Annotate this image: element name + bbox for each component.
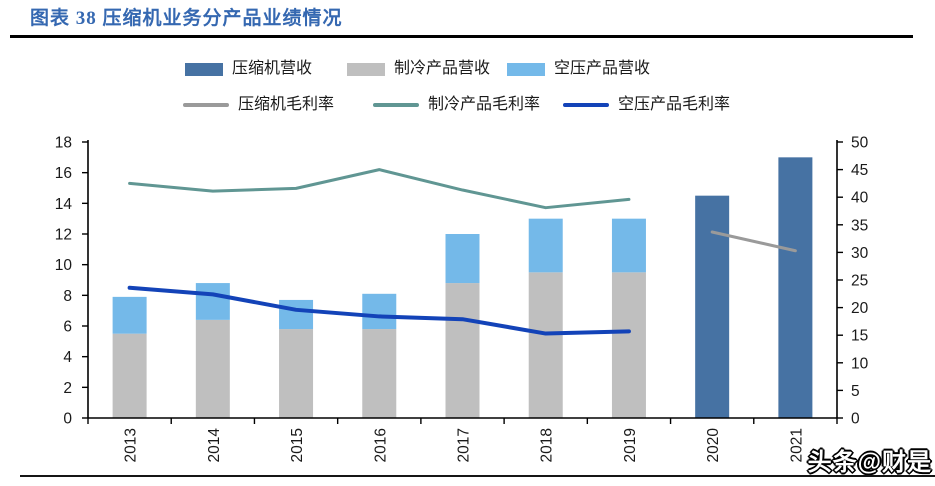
bottom-border-line	[20, 475, 935, 477]
right-axis-tick-label: 50	[851, 135, 869, 152]
x-axis-category-label: 2015	[289, 428, 306, 462]
bar-segment	[195, 283, 230, 320]
x-axis-category-label: 2013	[123, 428, 140, 462]
bar-segment	[611, 218, 646, 273]
bar-segment	[611, 272, 646, 418]
legend-bar-swatch	[507, 62, 545, 76]
right-axis-tick-label: 40	[851, 190, 869, 207]
margin-line	[127, 285, 631, 336]
chart-title: 图表 38 压缩机业务分产品业绩情况	[30, 8, 343, 29]
bar-segment	[279, 329, 314, 418]
x-axis-category-label: 2016	[372, 428, 389, 462]
left-axis-tick-label: 12	[55, 227, 72, 244]
watermark: 头条@财是	[807, 449, 932, 476]
left-axis-tick-label: 10	[55, 257, 73, 274]
right-axis-tick-label: 0	[851, 411, 860, 428]
left-axis-tick-label: 2	[63, 380, 72, 397]
legend-bar-swatch	[185, 62, 223, 76]
right-axis-tick-label: 35	[851, 217, 868, 234]
left-axis-tick-label: 16	[55, 165, 72, 182]
bar-segment	[445, 283, 480, 418]
x-axis-category-label: 2021	[788, 428, 805, 462]
legend-bar-swatch	[347, 62, 385, 76]
x-axis-category-label: 2018	[539, 428, 556, 462]
bar-segment	[695, 195, 730, 418]
right-axis-tick-label: 45	[851, 162, 868, 179]
x-axis-category-label: 2019	[622, 428, 639, 462]
margin-line	[128, 168, 631, 210]
bar-segment	[362, 329, 397, 418]
bar-segment	[528, 272, 563, 418]
bar-segment	[778, 157, 813, 419]
bar-segment	[112, 296, 147, 334]
right-axis-tick-label: 5	[851, 383, 860, 400]
margin-line	[710, 230, 797, 253]
left-axis-tick-label: 8	[63, 288, 72, 305]
x-axis-category-label: 2014	[206, 428, 223, 463]
x-axis-category-label: 2020	[705, 428, 722, 463]
bar-segment	[279, 299, 314, 330]
bar-segment	[195, 319, 230, 418]
bar-segment	[528, 218, 563, 273]
right-axis-tick-label: 10	[851, 355, 869, 372]
left-axis-tick-label: 4	[63, 349, 72, 366]
bar-segment	[362, 293, 397, 330]
right-axis-tick-label: 25	[851, 273, 868, 290]
legend-label: 压缩机毛利率	[238, 96, 335, 113]
title-underline	[10, 35, 913, 38]
legend-item: 压缩机毛利率	[183, 97, 334, 113]
x-axis-category-label: 2017	[456, 428, 473, 462]
legend-item: 空压产品毛利率	[563, 97, 730, 113]
legend-item: 制冷产品营收	[347, 61, 490, 77]
legend-line-swatch	[563, 103, 609, 107]
bar-segment	[112, 333, 147, 418]
legend-item: 压缩机营收	[185, 61, 312, 77]
right-axis-tick-label: 15	[851, 328, 868, 345]
legend-label: 制冷产品毛利率	[428, 96, 541, 113]
left-axis-tick-label: 6	[63, 319, 72, 336]
bar-segment	[445, 234, 480, 284]
right-axis-tick-label: 30	[851, 245, 869, 262]
left-axis-tick-label: 14	[55, 196, 73, 213]
legend-item: 空压产品营收	[507, 61, 650, 77]
legend-item: 制冷产品毛利率	[373, 97, 540, 113]
legend-label: 空压产品营收	[554, 60, 651, 77]
legend-line-swatch	[373, 103, 419, 107]
left-axis-tick-label: 18	[55, 135, 72, 152]
legend-label: 制冷产品营收	[394, 60, 491, 77]
legend-label: 压缩机营收	[232, 60, 313, 77]
right-axis-tick-label: 20	[851, 300, 869, 317]
legend-label: 空压产品毛利率	[618, 96, 731, 113]
left-axis-tick-label: 0	[63, 411, 72, 428]
legend-line-swatch	[183, 103, 229, 107]
